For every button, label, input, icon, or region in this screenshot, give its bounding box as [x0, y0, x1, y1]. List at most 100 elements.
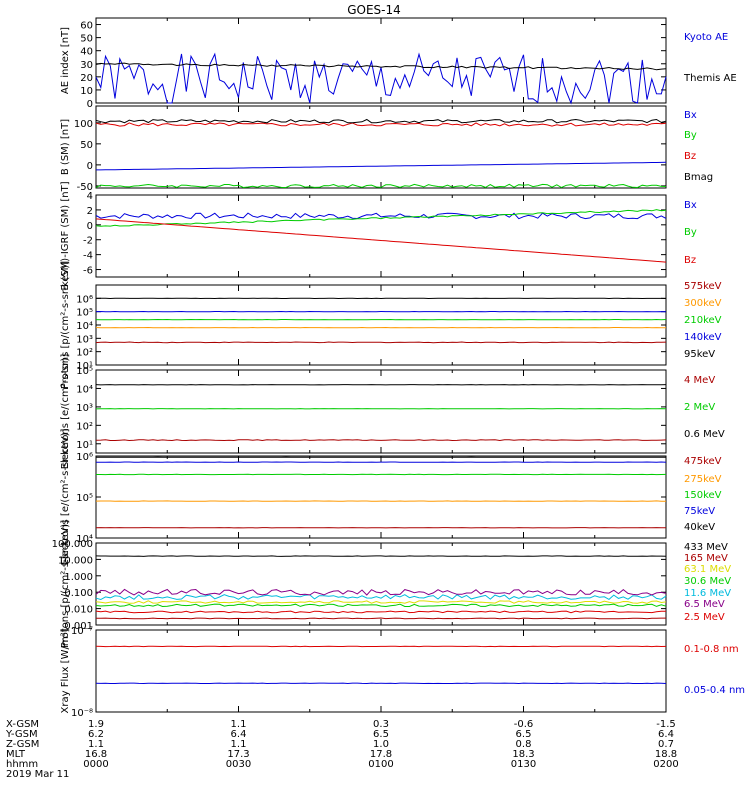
y-tick-label: 40: [80, 47, 93, 58]
legend-entry: 300keV: [684, 298, 722, 309]
ephemeris-value: 0100: [368, 759, 393, 770]
y-tick-label: 20: [80, 73, 93, 84]
legend-entry: 6.5 MeV: [684, 599, 725, 610]
ephemeris-value: 1.1: [231, 739, 247, 750]
panel-frame: [95, 17, 667, 104]
ephemeris-value: 6.4: [231, 729, 247, 740]
legend-entry: By: [684, 130, 697, 141]
ephemeris-row-label: hhmm: [6, 759, 38, 770]
y-tick-label: 10⁴: [76, 321, 93, 332]
y-tick-label: -50: [77, 182, 93, 193]
y-tick-label: 10⁴: [76, 534, 93, 545]
y-tick-label: 0: [87, 161, 93, 172]
panel-electrons: 10¹ 10² 10³ 10⁴ 10⁵ Electrons [e/(cm²-s-sr)] 4…: [60, 354, 725, 470]
y-tick-label: 60: [80, 21, 93, 32]
panel-frame: [95, 284, 667, 366]
ephemeris-row-label: Z-GSM: [6, 739, 39, 750]
y-tick-label: 10⁴: [76, 384, 93, 395]
y-tick-label: -4: [83, 251, 93, 262]
y-tick-label: 0.100: [64, 588, 93, 599]
ephemeris-value: 1.9: [88, 719, 104, 730]
ephemeris-value: 1.1: [88, 739, 104, 750]
y-axis-label: Electrons [e/(cm²-s-sr)]: [60, 354, 71, 470]
y-tick-label: 50: [80, 34, 93, 45]
legend-entry: 140keV: [684, 332, 722, 343]
y-axis-label: AE index [nT]: [60, 27, 71, 94]
legend-entry: 475keV: [684, 456, 722, 467]
series-line: [95, 212, 667, 220]
legend-entry: 0.05-0.4 nm: [684, 685, 745, 696]
legend-entry: Kyoto AE: [684, 32, 728, 43]
ephemeris-value: 0030: [226, 759, 251, 770]
y-tick-label: 10¹: [76, 440, 93, 451]
series-line: [95, 439, 667, 442]
legend-entry: Bx: [684, 110, 697, 121]
ephemeris-row-label: MLT: [6, 749, 26, 760]
series-line: [95, 218, 667, 263]
y-axis-label: B (SM) [nT]: [60, 119, 71, 175]
y-tick-label: 30: [80, 60, 93, 71]
series-line: [95, 62, 667, 71]
series-line: [95, 600, 667, 604]
legend-entry: 75keV: [684, 506, 715, 517]
panel-protons: 10¹ 10² 10³ 10⁴ 10⁵ 10⁶ Protons [p/(cm²-s-sr-k…: [60, 261, 722, 389]
ephemeris-value: 0.7: [658, 739, 674, 750]
series-line: [95, 183, 667, 189]
legend-entry: 433 MeV: [684, 542, 728, 553]
panel-frame: [95, 455, 667, 539]
y-tick-label: 1.000: [64, 572, 93, 583]
y-tick-label: 0: [87, 99, 93, 110]
legend-entry: 165 MeV: [684, 553, 728, 564]
series-line: [95, 341, 667, 344]
panel-frame: [95, 194, 667, 278]
ephemeris-value: 17.3: [227, 749, 249, 760]
ephemeris-value: 0130: [511, 759, 536, 770]
legend-entry: 2.5 MeV: [684, 612, 725, 623]
legend-entry: 4 MeV: [684, 375, 715, 386]
legend-entry: 95keV: [684, 349, 715, 360]
panel-frame: [95, 629, 667, 713]
chart-title: GOES-14: [347, 3, 401, 17]
series-line: [95, 588, 667, 596]
series-line: [95, 617, 666, 620]
legend-entry: 0.1-0.8 nm: [684, 644, 739, 655]
legend-entry: 575keV: [684, 281, 722, 292]
y-axis-label: Protons [p/(cm²-s-sr-keV)]: [60, 261, 71, 389]
y-tick-label: 2: [87, 206, 93, 217]
legend-entry: By: [684, 227, 697, 238]
ephemeris-value: 0000: [83, 759, 108, 770]
y-tick-label: 10.000: [58, 555, 93, 566]
legend-entry: Bx: [684, 200, 697, 211]
y-tick-label: 10³: [76, 403, 93, 414]
y-tick-label: 10³: [76, 334, 93, 345]
legend-entry: 2 MeV: [684, 402, 715, 413]
ephemeris-value: 0200: [653, 759, 678, 770]
y-tick-label: -2: [83, 236, 93, 247]
legend-entry: 210keV: [684, 315, 722, 326]
ephemeris-value: 6.5: [516, 729, 532, 740]
legend-entry: 63.1 MeV: [684, 564, 731, 575]
legend-entry: 30.6 MeV: [684, 576, 731, 587]
ephemeris-row-label: Y-GSM: [5, 729, 38, 740]
y-tick-label: 4: [87, 191, 93, 202]
y-tick-label: 10²: [76, 421, 93, 432]
y-tick-label: 50: [80, 140, 93, 151]
legend-entry: Bz: [684, 255, 696, 266]
panel-ae: 0 10 20 30 40 50 60 AE index [nT] Kyoto AE Themis…: [60, 17, 737, 110]
legend-entry: Bz: [684, 151, 696, 162]
y-tick-label: 100.000: [52, 539, 93, 550]
ephemeris-value: 0.8: [516, 739, 532, 750]
panel-electrons-kev: 10⁴ 10⁵ 10⁶ Electrons [e/(cm²-s-sr-keV)] 475…: [60, 428, 722, 565]
y-tick-label: 0.001: [64, 621, 93, 632]
y-tick-label: 10⁵: [76, 308, 93, 319]
ephemeris-value: 18.8: [655, 749, 677, 760]
y-axis-label: Electrons [e/(cm²-s-sr-keV)]: [60, 428, 71, 565]
ephemeris-value: -0.6: [514, 719, 534, 730]
legend-entry: 275keV: [684, 474, 722, 485]
legend-entry: Bmag: [684, 172, 713, 183]
y-tick-label: 100: [74, 119, 93, 130]
ephemeris-row-label: X-GSM: [6, 719, 39, 730]
